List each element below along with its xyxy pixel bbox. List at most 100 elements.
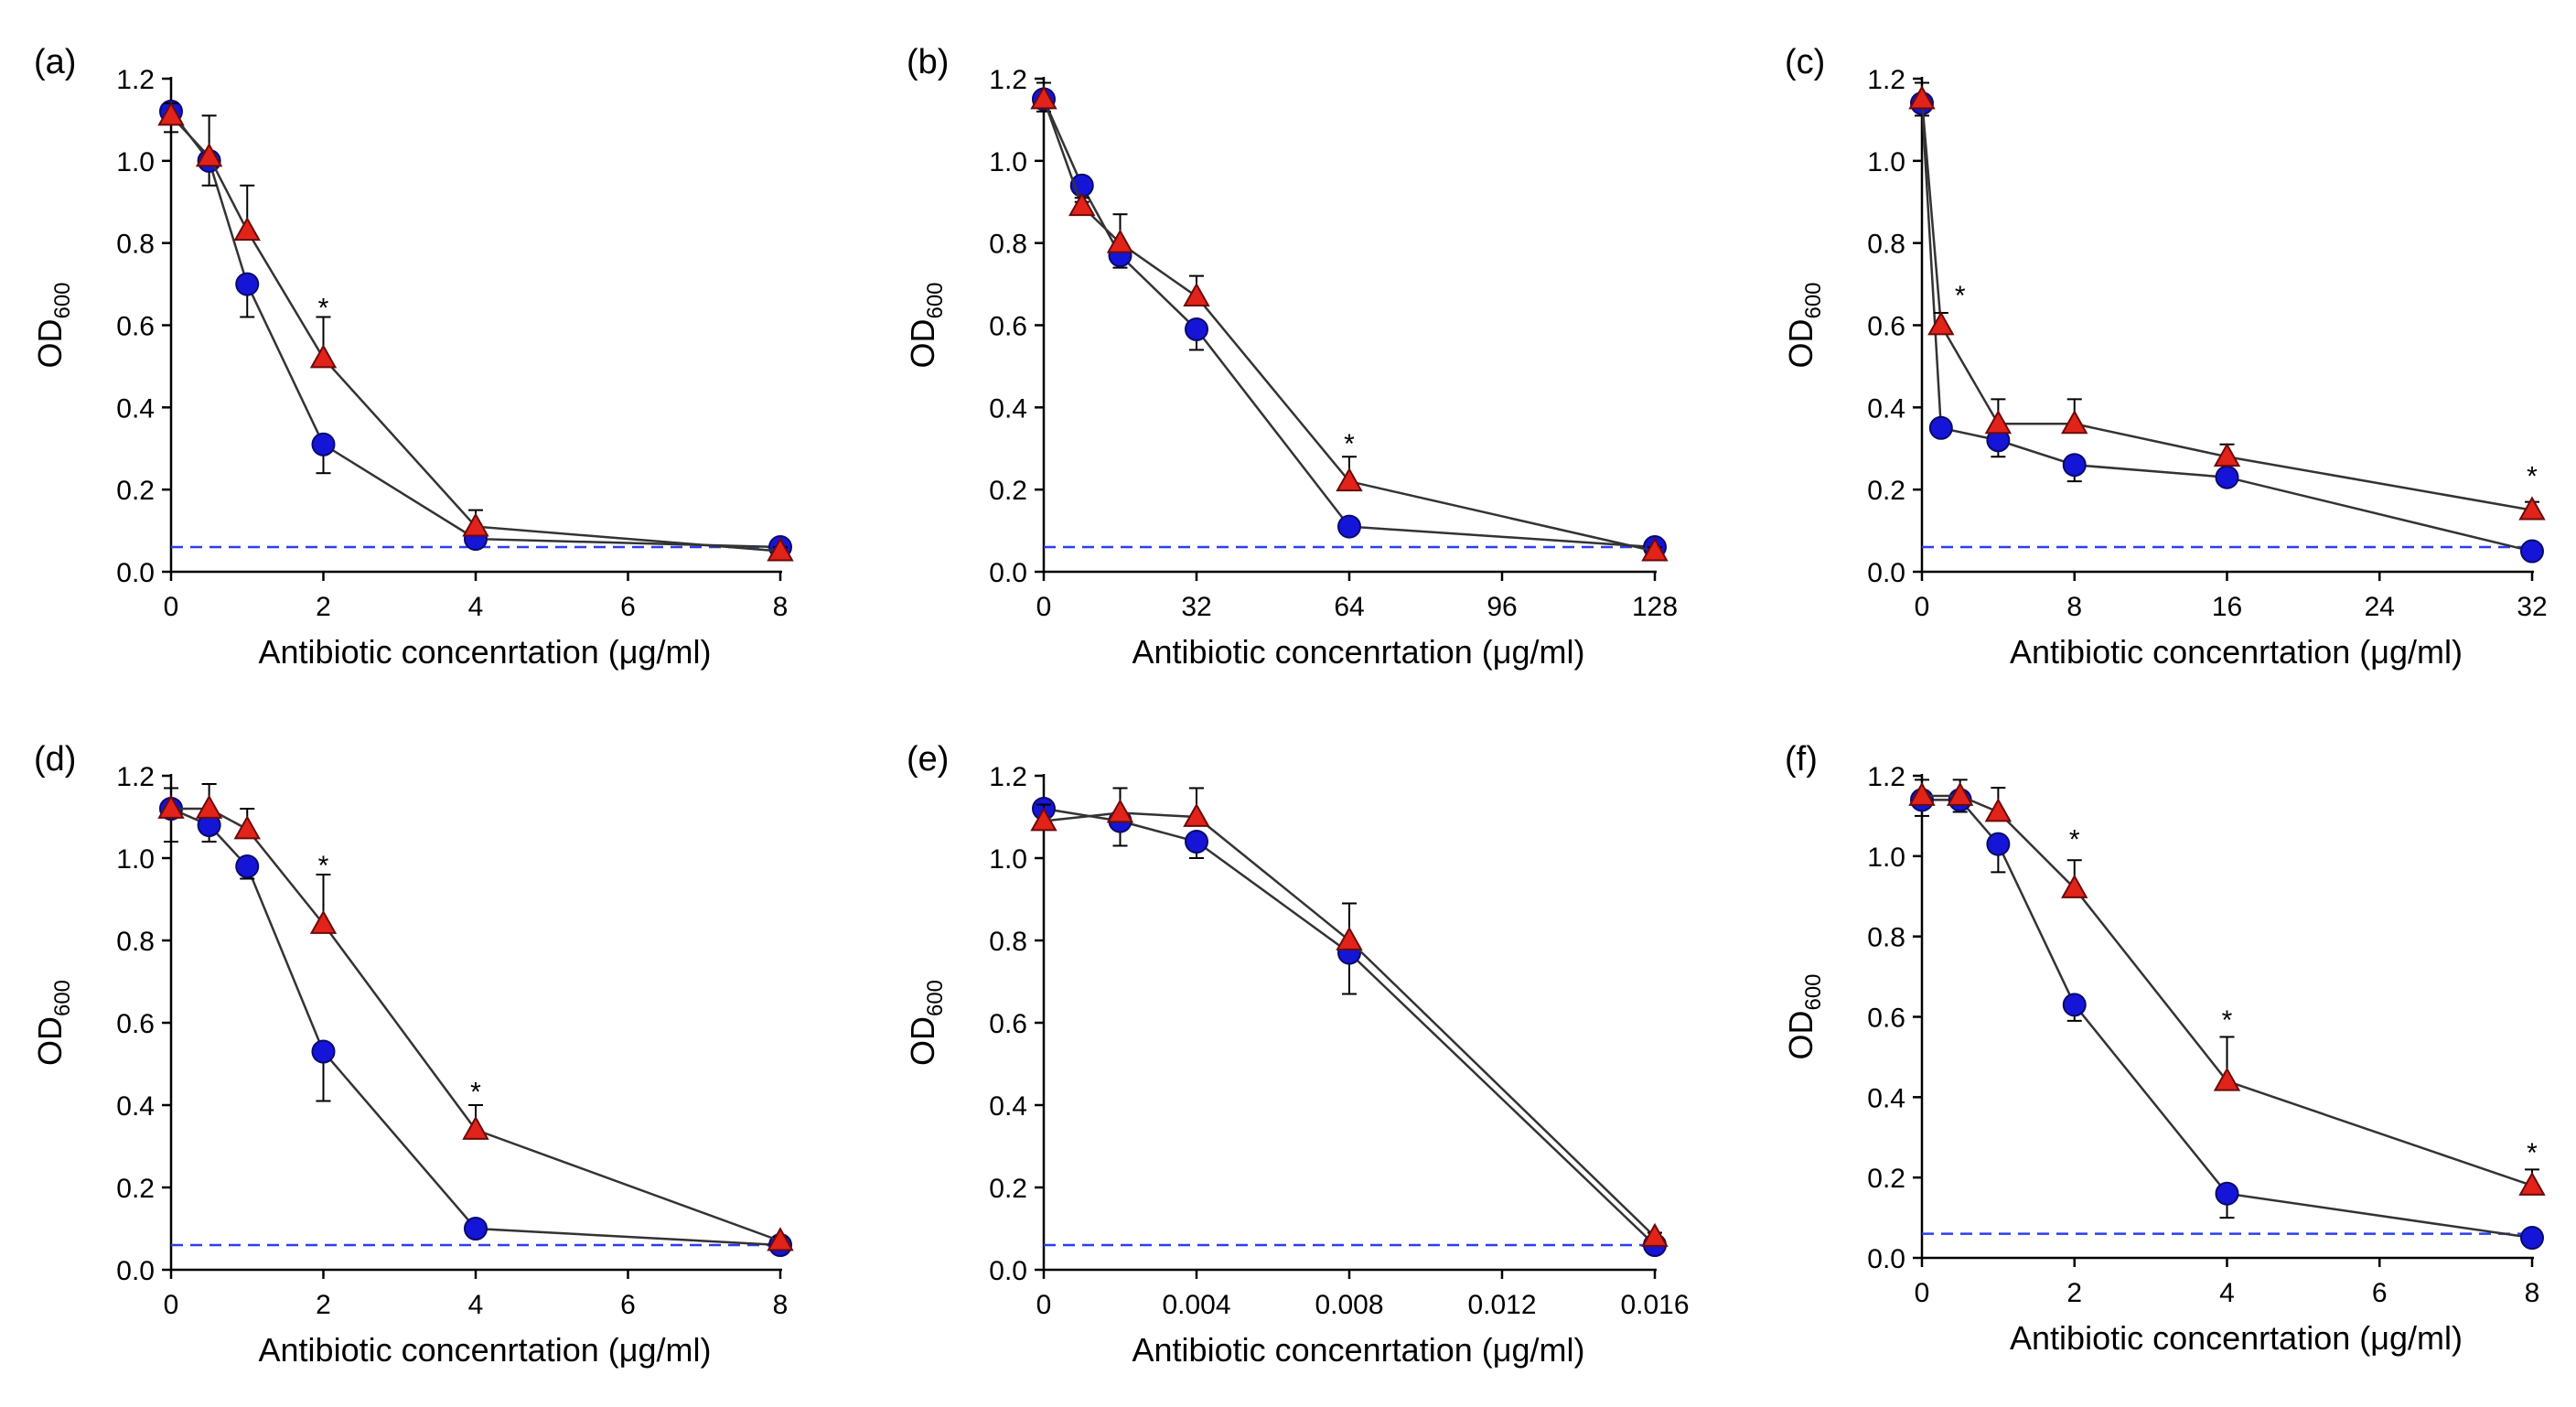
y-tick-label: 0.2: [989, 1174, 1027, 1204]
data-point-triangle: [157, 794, 185, 819]
y-tick-label: 1.2: [116, 65, 155, 95]
y-tick-label: 0.8: [989, 927, 1027, 957]
significance-marker: *: [2527, 1138, 2538, 1168]
x-tick-label: 6: [620, 1290, 636, 1320]
y-axis-title-subscript: 600: [50, 980, 75, 1016]
x-tick-label: 0: [1036, 592, 1052, 622]
series-line-triangle: [1043, 811, 1656, 1238]
data-point-circle: [2215, 465, 2239, 489]
y-tick-label: 0.0: [116, 1256, 155, 1286]
x-axis-title: Antibiotic concenrtation (μg/ml): [2010, 633, 2463, 671]
y-tick-label: 1.0: [116, 844, 155, 875]
x-tick-label: 0.004: [1162, 1290, 1230, 1320]
panel-f: 0.0 0.2 0.4 0.6 0.8 1.0 1.2 0 2 4 6 8 (f) Antibiotic …: [1782, 740, 2546, 1357]
y-axis-title: OD600: [904, 980, 948, 1066]
y-axis-title: OD600: [31, 282, 75, 368]
y-tick-label: 0.2: [989, 476, 1027, 506]
x-tick-label: 0: [1036, 1290, 1052, 1320]
y-tick-label: 0.8: [989, 230, 1027, 260]
data-point-circle: [2520, 539, 2544, 564]
x-axis-title: Antibiotic concenrtation (μg/ml): [2010, 1319, 2463, 1357]
panel-label: (c): [1785, 43, 1825, 81]
x-tick-label: 0: [1915, 1278, 1930, 1308]
data-point-triangle: [157, 102, 185, 126]
significance-marker: *: [318, 294, 329, 324]
x-tick-label: 32: [2517, 592, 2547, 622]
y-tick-label: 0.4: [989, 393, 1027, 424]
y-axis-title: OD600: [904, 282, 948, 368]
series-line-circle: [170, 111, 781, 549]
data-point-circle: [1185, 830, 1208, 854]
y-axis-title-main: OD: [1782, 1011, 1819, 1060]
data-point-triangle: [233, 216, 261, 242]
y-tick-label: 1.0: [1867, 147, 1905, 177]
y-tick-label: 0.0: [116, 558, 155, 588]
data-point-circle: [2062, 453, 2087, 478]
series-line-circle: [1043, 807, 1656, 1246]
y-tick-label: 0.4: [989, 1091, 1027, 1122]
panel-d: 0.0 0.2 0.4 0.6 0.8 1.0 1.2 0 2 4 6 8 (d) Antibiotic …: [31, 740, 794, 1369]
data-point-triangle: [767, 537, 794, 562]
data-point-triangle: [1927, 311, 1955, 336]
data-point-circle: [1185, 317, 1208, 341]
data-point-circle: [311, 432, 336, 456]
data-point-triangle: [1068, 192, 1096, 217]
series-line-circle: [1920, 102, 2533, 553]
x-tick-label: 0.008: [1315, 1290, 1383, 1320]
data-point-triangle: [1030, 807, 1057, 832]
y-tick-label: 0.6: [116, 1009, 155, 1039]
y-tick-label: 1.2: [1867, 762, 1905, 792]
y-axis-title: OD600: [1782, 282, 1826, 368]
data-point-triangle: [1183, 802, 1210, 827]
data-point-triangle: [1908, 781, 1936, 806]
y-axis-title-subscript: 600: [1801, 973, 1826, 1010]
y-axis-title-subscript: 600: [923, 980, 948, 1016]
data-point-triangle: [2061, 410, 2088, 435]
y-tick-label: 0.8: [116, 230, 155, 260]
significance-marker: *: [470, 1078, 481, 1108]
data-point-triangle: [1183, 282, 1210, 306]
data-point-triangle: [462, 512, 489, 537]
data-point-circle: [311, 1039, 336, 1064]
y-tick-label: 1.2: [989, 65, 1027, 95]
data-point-triangle: [1106, 229, 1134, 253]
y-axis-title: OD600: [1782, 973, 1826, 1059]
y-tick-label: 0.4: [116, 1091, 155, 1122]
data-point-triangle: [1641, 1222, 1669, 1247]
y-axis-title-main: OD: [31, 319, 69, 369]
data-point-triangle: [1641, 537, 1669, 562]
x-tick-label: 8: [773, 1290, 789, 1320]
x-tick-label: 32: [1181, 592, 1211, 622]
series-line-circle: [1042, 98, 1656, 549]
x-tick-label: 128: [1632, 592, 1678, 622]
significance-marker: *: [1344, 429, 1355, 459]
x-tick-label: 2: [316, 592, 331, 622]
y-tick-label: 0.8: [116, 927, 155, 957]
y-tick-label: 0.0: [989, 1256, 1027, 1286]
data-point-circle: [2062, 993, 2087, 1017]
y-tick-label: 1.2: [116, 762, 155, 792]
panel-b: 0.0 0.2 0.4 0.6 0.8 1.0 1.2 0 32 64 96 128 (b) Antibi…: [904, 43, 1678, 671]
series-line-triangle: [1920, 99, 2533, 511]
y-tick-label: 0.4: [1867, 393, 1905, 424]
data-point-circle: [2215, 1181, 2239, 1206]
y-axis-title-main: OD: [904, 319, 941, 369]
y-tick-label: 0.4: [1867, 1083, 1905, 1113]
y-tick-label: 0.0: [989, 558, 1027, 588]
data-point-triangle: [1106, 799, 1134, 823]
y-axis-title: OD600: [31, 980, 75, 1066]
data-point-triangle: [309, 344, 338, 369]
x-tick-label: 64: [1334, 592, 1364, 622]
data-point-circle: [2520, 1226, 2544, 1251]
x-tick-label: 0: [1915, 592, 1930, 622]
panel-label: (d): [34, 740, 76, 779]
y-tick-label: 0.2: [1867, 1164, 1905, 1194]
x-tick-label: 24: [2365, 592, 2395, 622]
y-tick-label: 1.0: [989, 147, 1027, 177]
x-tick-label: 2: [2066, 1278, 2082, 1308]
data-point-triangle: [462, 1115, 489, 1140]
significance-marker: *: [2222, 1005, 2233, 1036]
x-axis-title: Antibiotic concenrtation (μg/ml): [259, 1331, 712, 1369]
panel-e: 0.0 0.2 0.4 0.6 0.8 1.0 1.2 0 0.004 0.008 0.012 0.0…: [904, 740, 1690, 1369]
